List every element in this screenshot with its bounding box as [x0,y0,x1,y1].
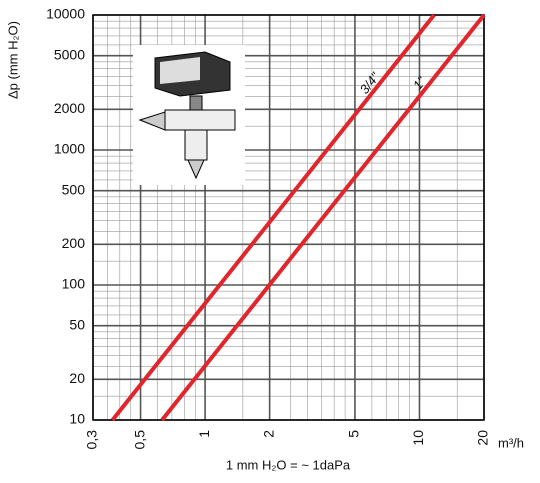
y-tick-label: 2000 [54,100,85,116]
y-tick-label: 50 [69,316,85,332]
x-axis-unit: m³/h [498,435,524,450]
series-label: 3/4" [357,69,384,97]
x-tick-label: 2 [260,430,276,438]
series-line [160,13,486,422]
stem [189,95,203,111]
footnote: 1 mm H₂O = ~ 1daPa [226,457,351,472]
actuator-face [160,57,200,84]
y-tick-label: 200 [62,235,86,251]
x-tick-label: 0,3 [84,430,100,450]
y-tick-label: 10000 [46,6,85,22]
outlet-tip [187,159,205,180]
y-axis-label: Δp (mm H₂O) [5,21,20,99]
inlet [138,111,166,131]
y-tick-label: 10 [69,411,85,427]
series-line [110,13,436,422]
y-tick-label: 500 [62,181,86,197]
x-tick-label: 5 [346,430,362,438]
x-tick-label: 1 [196,430,212,438]
y-tick-label: 20 [69,370,85,386]
plot-frame [92,14,485,421]
x-tick-label: 10 [410,430,426,446]
y-tick-label: 100 [62,276,86,292]
y-tick-label: 1000 [54,141,85,157]
x-tick-label: 0,5 [131,430,147,450]
valve-illustration [133,45,245,185]
y-tick-label: 5000 [54,46,85,62]
x-tick-label: 20 [475,430,491,446]
outlet [184,129,208,161]
valve-body [164,109,236,131]
